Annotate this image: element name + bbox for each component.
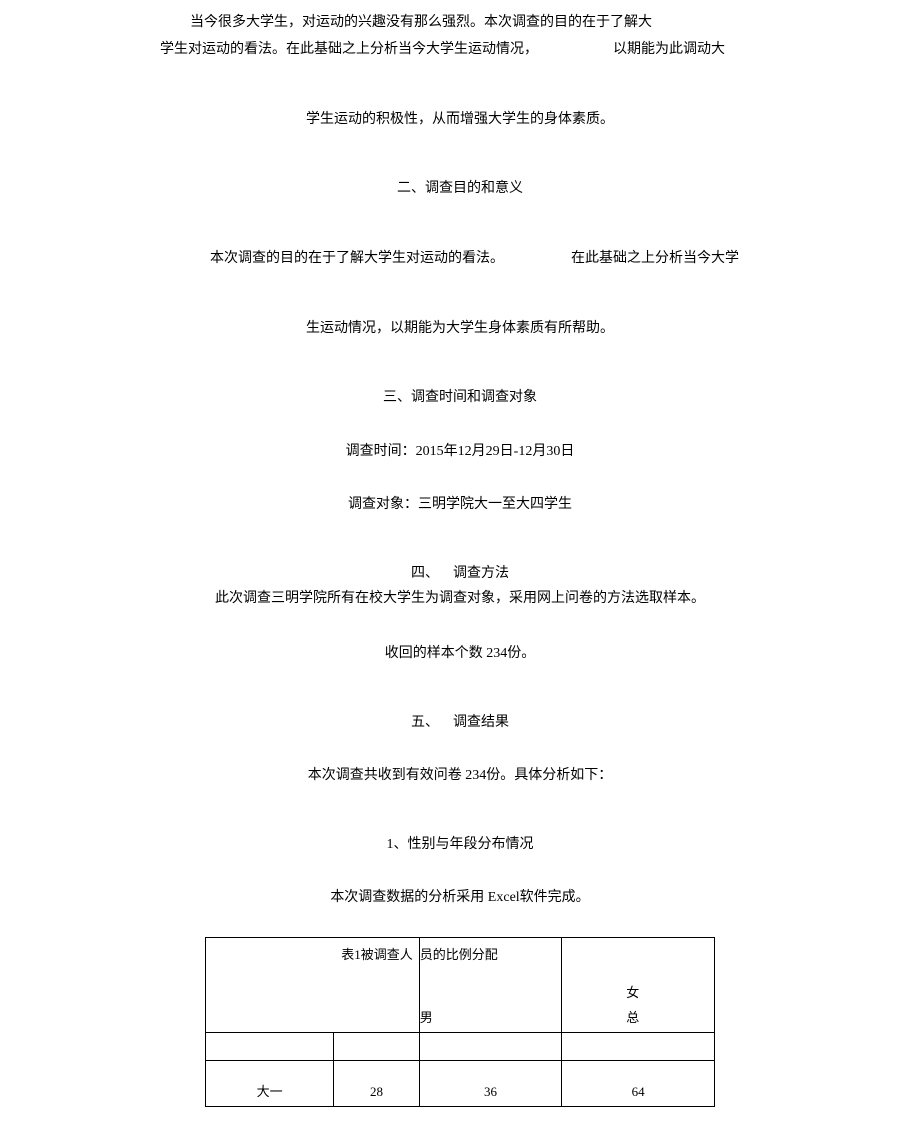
section-2-line1: 本次调查的目的在于了解大学生对运动的看法。 在此基础之上分析当今大学 [210, 246, 790, 273]
table-header-row-1: 表1被调查人 员的比例分配 男 女 总 [206, 937, 715, 1032]
section-2-line1a: 本次调查的目的在于了解大学生对运动的看法。 [210, 251, 504, 266]
table-col-female: 女 [626, 982, 708, 1001]
section-2-heading: 二、调查目的和意义 [0, 176, 920, 201]
table-1: 表1被调查人 员的比例分配 男 女 总 大一 28 36 64 [205, 937, 715, 1107]
section-4-heading: 四、 调查方法 [0, 561, 920, 586]
section-3-time: 调查时间：2015年12月29日-12月30日 [0, 439, 920, 464]
section-2-line1b: 在此基础之上分析当今大学 [571, 251, 739, 266]
table-row: 大一 28 36 64 [206, 1060, 715, 1106]
table-caption-right: 员的比例分配 [420, 944, 556, 963]
section-5-line1: 本次调查共收到有效问卷 234份。具体分析如下： [0, 763, 920, 788]
intro-paragraph-line1: 当今很多大学生，对运动的兴趣没有那么强烈。本次调查的目的在于了解大 [190, 10, 760, 37]
section-4-line1: 此次调查三明学院所有在校大学生为调查对象，采用网上问卷的方法选取样本。 [0, 586, 920, 613]
table-empty-row [206, 1032, 715, 1060]
cell-male: 28 [334, 1060, 420, 1106]
table-col-male: 男 [420, 1007, 556, 1026]
section-2-line2: 生运动情况，以期能为大学生身体素质有所帮助。 [0, 316, 920, 341]
intro-paragraph-line3: 学生运动的积极性，从而增强大学生的身体素质。 [0, 107, 920, 132]
intro-p2b: 以期能为此调动大 [613, 37, 725, 64]
section-3-heading: 三、调查时间和调查对象 [0, 385, 920, 410]
document-page: 当今很多大学生，对运动的兴趣没有那么强烈。本次调查的目的在于了解大 学生对运动的… [0, 0, 920, 1147]
intro-p2a: 学生对运动的看法。在此基础之上分析当今大学生运动情况， [160, 37, 538, 64]
section-5-heading: 五、 调查结果 [0, 710, 920, 735]
cell-grade: 大一 [206, 1060, 334, 1106]
section-5-sub1: 1、性别与年段分布情况 [0, 832, 920, 857]
section-5-line2: 本次调查数据的分析采用 Excel软件完成。 [0, 885, 920, 910]
intro-paragraph-line2: 学生对运动的看法。在此基础之上分析当今大学生运动情况， 以期能为此调动大 [160, 37, 840, 64]
table-col-total: 总 [626, 1007, 708, 1026]
table-caption-left: 表1被调查人 [206, 937, 420, 1032]
cell-female: 36 [419, 1060, 562, 1106]
section-4-line2: 收回的样本个数 234份。 [0, 641, 920, 666]
cell-total: 64 [562, 1060, 715, 1106]
section-3-target: 调查对象：三明学院大一至大四学生 [0, 492, 920, 517]
